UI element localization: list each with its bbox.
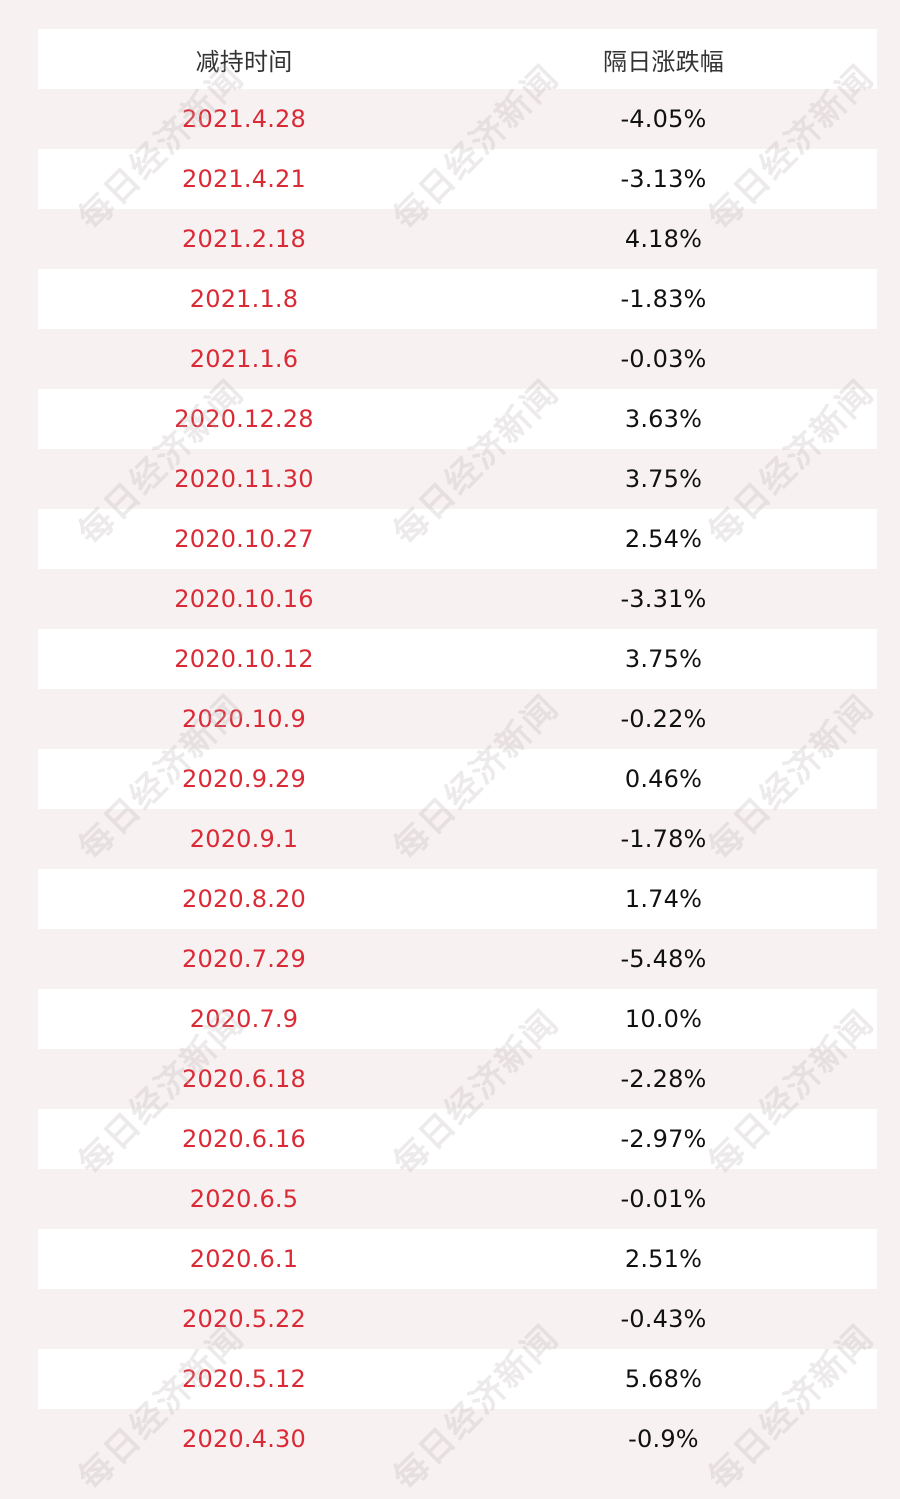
next-day-change-cell: 2.51% <box>624 1245 703 1273</box>
reduction-date-cell: 2020.10.9 <box>182 705 306 733</box>
next-day-change-cell: -0.9% <box>628 1425 699 1453</box>
reduction-date-cell: 2020.4.30 <box>182 1425 306 1453</box>
table-row: 2020.8.20 1.74% <box>38 869 877 929</box>
next-day-change-cell: 3.75% <box>624 465 703 493</box>
reduction-date-cell: 2021.4.28 <box>182 105 306 133</box>
next-day-change-cell: -4.05% <box>620 105 707 133</box>
table-row: 2020.10.12 3.75% <box>38 629 877 689</box>
reduction-date-cell: 2020.5.12 <box>182 1365 306 1393</box>
reduction-date-cell: 2020.9.29 <box>182 765 306 793</box>
reduction-date-cell: 2020.10.12 <box>174 645 314 673</box>
data-table: 减持时间 隔日涨跌幅 2021.4.28 -4.05% 2021.4.21 -3.13… <box>38 29 877 1469</box>
reduction-date-cell: 2020.6.16 <box>182 1125 306 1153</box>
table-row: 2021.2.18 4.18% <box>38 209 877 269</box>
reduction-date-cell: 2020.7.29 <box>182 945 306 973</box>
table-row: 2020.10.16 -3.31% <box>38 569 877 629</box>
next-day-change-cell: 10.0% <box>624 1005 703 1033</box>
reduction-date-cell: 2020.8.20 <box>182 885 306 913</box>
table-header-row: 减持时间 隔日涨跌幅 <box>38 29 877 89</box>
table-row: 2020.9.29 0.46% <box>38 749 877 809</box>
reduction-date-cell: 2020.6.5 <box>189 1185 299 1213</box>
table-row: 2020.6.1 2.51% <box>38 1229 877 1289</box>
next-day-change-cell: 5.68% <box>624 1365 703 1393</box>
next-day-change-cell: -2.97% <box>620 1125 707 1153</box>
table-row: 2021.1.6 -0.03% <box>38 329 877 389</box>
next-day-change-cell: -2.28% <box>620 1065 707 1093</box>
table-row: 2020.5.12 5.68% <box>38 1349 877 1409</box>
table-row: 2021.4.28 -4.05% <box>38 89 877 149</box>
next-day-change-cell: -3.13% <box>620 165 707 193</box>
next-day-change-cell: 1.74% <box>624 885 703 913</box>
reduction-date-cell: 2021.1.8 <box>189 285 299 313</box>
table-body: 2021.4.28 -4.05% 2021.4.21 -3.13% 2021.2.18 4… <box>38 89 877 1469</box>
table-row: 2020.12.28 3.63% <box>38 389 877 449</box>
next-day-change-cell: 0.46% <box>624 765 703 793</box>
next-day-change-cell: -3.31% <box>620 585 707 613</box>
table-row: 2020.6.5 -0.01% <box>38 1169 877 1229</box>
next-day-change-cell: -0.01% <box>620 1185 707 1213</box>
next-day-change-cell: 2.54% <box>624 525 703 553</box>
table-row: 2020.7.9 10.0% <box>38 989 877 1049</box>
next-day-change-cell: 3.63% <box>624 405 703 433</box>
table-row: 2021.4.21 -3.13% <box>38 149 877 209</box>
reduction-date-cell: 2020.11.30 <box>174 465 314 493</box>
table-row: 2020.6.18 -2.28% <box>38 1049 877 1109</box>
next-day-change-cell: -0.03% <box>620 345 707 373</box>
next-day-change-cell: -1.83% <box>620 285 707 313</box>
table-row: 2020.11.30 3.75% <box>38 449 877 509</box>
next-day-change-cell: -1.78% <box>620 825 707 853</box>
reduction-date-cell: 2020.7.9 <box>189 1005 299 1033</box>
next-day-change-cell: -5.48% <box>620 945 707 973</box>
table-row: 2020.4.30 -0.9% <box>38 1409 877 1469</box>
table-row: 2020.7.29 -5.48% <box>38 929 877 989</box>
table-row: 2020.10.9 -0.22% <box>38 689 877 749</box>
reduction-date-cell: 2020.6.1 <box>189 1245 299 1273</box>
next-day-change-cell: -0.22% <box>620 705 707 733</box>
table-row: 2021.1.8 -1.83% <box>38 269 877 329</box>
header-reduction-date: 减持时间 <box>195 47 293 76</box>
next-day-change-cell: 3.75% <box>624 645 703 673</box>
reduction-date-cell: 2020.5.22 <box>182 1305 306 1333</box>
table-row: 2020.10.27 2.54% <box>38 509 877 569</box>
reduction-date-cell: 2020.10.27 <box>174 525 314 553</box>
reduction-date-cell: 2021.4.21 <box>182 165 306 193</box>
reduction-date-cell: 2020.12.28 <box>174 405 314 433</box>
reduction-date-cell: 2020.9.1 <box>189 825 299 853</box>
reduction-date-cell: 2020.10.16 <box>174 585 314 613</box>
next-day-change-cell: 4.18% <box>624 225 703 253</box>
header-next-day-change: 隔日涨跌幅 <box>603 47 724 76</box>
table-row: 2020.9.1 -1.78% <box>38 809 877 869</box>
table-row: 2020.6.16 -2.97% <box>38 1109 877 1169</box>
next-day-change-cell: -0.43% <box>620 1305 707 1333</box>
table-row: 2020.5.22 -0.43% <box>38 1289 877 1349</box>
reduction-date-cell: 2021.1.6 <box>189 345 299 373</box>
reduction-date-cell: 2020.6.18 <box>182 1065 306 1093</box>
reduction-date-cell: 2021.2.18 <box>182 225 306 253</box>
